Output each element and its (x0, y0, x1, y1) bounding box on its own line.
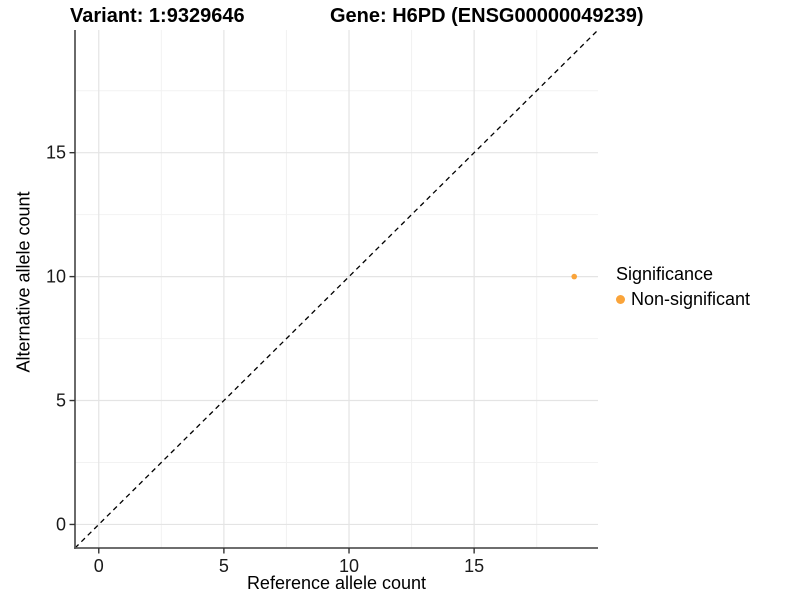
x-tick-label: 15 (464, 556, 484, 576)
legend-item: Non-significant (616, 289, 750, 310)
legend-item-label: Non-significant (631, 289, 751, 309)
x-tick-label: 10 (339, 556, 359, 576)
legend-title: Significance (616, 264, 714, 284)
y-tick-label: 5 (56, 391, 66, 411)
x-tick-label: 0 (94, 556, 104, 576)
legend: Significance Non-significant (616, 264, 750, 310)
legend-dot-icon (616, 295, 625, 304)
identity-line (74, 29, 599, 549)
plot-title-variant: Variant: 1:9329646 (70, 5, 245, 27)
y-tick-label: 0 (56, 514, 66, 534)
data-point (571, 273, 578, 280)
y-tick-label: 10 (46, 267, 66, 287)
x-axis-label: Reference allele count (246, 573, 427, 593)
plot-title-gene: Gene: H6PD (ENSG00000049239) (330, 5, 644, 27)
x-tick-label: 5 (219, 556, 229, 576)
y-axis-label: Alternative allele count (13, 191, 34, 373)
y-tick-label: 15 (46, 143, 66, 163)
